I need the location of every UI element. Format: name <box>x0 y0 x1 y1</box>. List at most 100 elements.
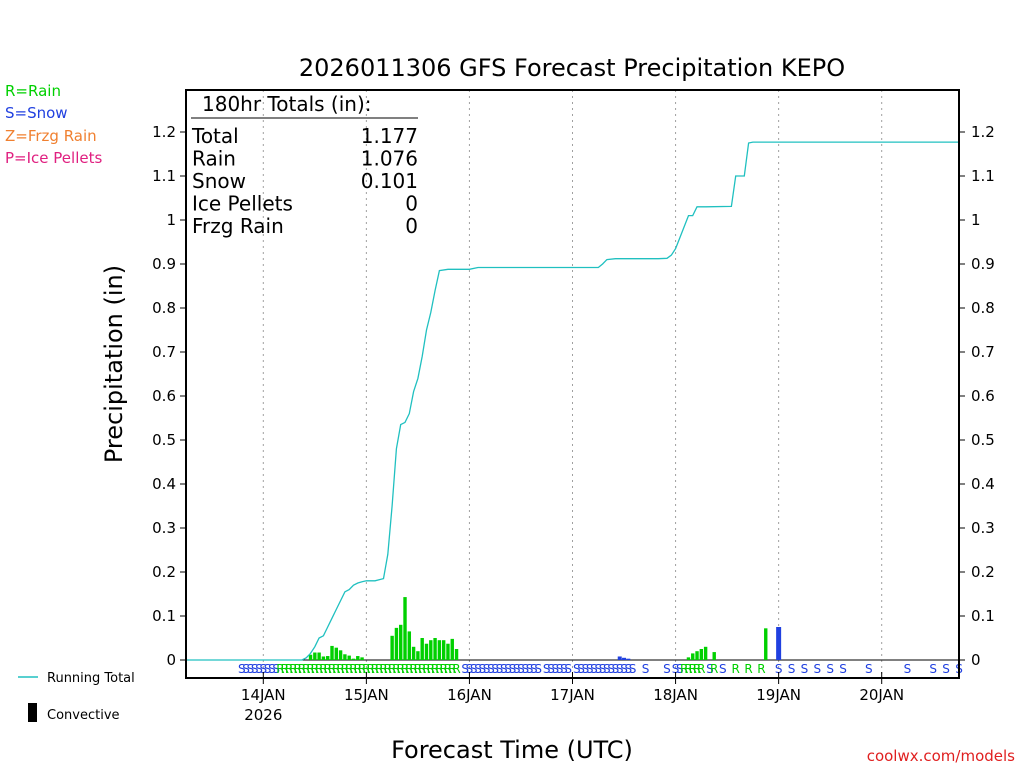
precip-type-letter: S <box>517 662 525 676</box>
y-tick-label-right: 0.4 <box>971 475 995 493</box>
precip-type-letter: S <box>672 662 680 676</box>
precip-type-letter: R <box>276 662 284 676</box>
y-tick-label-left: 0.5 <box>152 431 176 449</box>
precip-type-letter: R <box>324 662 332 676</box>
y-tick-label-right: 0.5 <box>971 431 995 449</box>
totals-box: 180hr Totals (in): Total 1.177 Rain 1.076 Sn… <box>191 92 418 238</box>
rain-bar <box>394 627 399 660</box>
precip-type-letter: S <box>564 662 572 676</box>
precip-type-letter: S <box>247 662 255 676</box>
y-tick-label-right: 0.3 <box>971 519 995 537</box>
precip-type-letter: R <box>418 662 426 676</box>
precip-type-letter: S <box>526 662 534 676</box>
totals-row-value: 0 <box>405 192 418 216</box>
rain-bar <box>313 652 317 660</box>
precip-type-letter: S <box>594 662 602 676</box>
x-tick-label: 19JAN <box>756 686 801 704</box>
snow-bar <box>776 627 782 660</box>
precip-type-letter: S <box>612 662 620 676</box>
precip-type-letter: S <box>642 662 650 676</box>
credit-link[interactable]: coolwx.com/models <box>867 747 1015 765</box>
precip-type-letter: S <box>942 662 950 676</box>
precip-type-letter: R <box>405 662 413 676</box>
rain-bar <box>399 624 403 660</box>
y-tick-label-right: 0.2 <box>971 563 995 581</box>
precip-type-letter: S <box>264 662 272 676</box>
rain-bar <box>454 649 459 660</box>
snow-bar <box>617 656 622 660</box>
precip-type-letter: R <box>401 662 409 676</box>
precip-type-letter: S <box>483 662 491 676</box>
precip-type-letter: R <box>680 662 688 676</box>
rain-bar <box>446 643 450 660</box>
precip-type-letter: R <box>375 662 383 676</box>
precip-type-letter: R <box>388 662 396 676</box>
totals-row-label: Total <box>191 124 239 148</box>
precip-bars <box>308 597 782 660</box>
x-axis-label: Forecast Time (UTC) <box>391 736 633 764</box>
y-tick-label-left: 1.1 <box>152 167 176 185</box>
x-tick-label: 16JAN <box>447 686 492 704</box>
y-tick-label-right: 0.1 <box>971 607 995 625</box>
totals-row-value: 0 <box>405 214 418 238</box>
precip-type-letter: R <box>358 662 366 676</box>
rain-bar <box>764 628 768 660</box>
precip-type-letter: S <box>509 662 517 676</box>
precip-type-letter: R <box>281 662 289 676</box>
precip-type-letter: S <box>590 662 598 676</box>
precip-type-letter: R <box>744 662 752 676</box>
precip-type-letter: R <box>422 662 430 676</box>
precip-type-letter: R <box>371 662 379 676</box>
precip-type-letter: R <box>710 662 718 676</box>
rain-bar <box>703 646 708 660</box>
precip-type-letter: S <box>255 662 263 676</box>
precip-type-letter: R <box>366 662 374 676</box>
rain-bar <box>403 597 407 660</box>
rain-bar <box>343 654 347 660</box>
y-axis-ticks: 0 00.1 0.10.2 0.20.3 0.30.4 0.40.5 0.50.6 0.60.… <box>152 123 995 669</box>
y-axis-label: Precipitation (in) <box>100 265 128 463</box>
y-tick-label-left: 0.8 <box>152 299 176 317</box>
precip-type-letter: S <box>629 662 637 676</box>
rain-bar <box>441 640 446 660</box>
precip-type-letter: S <box>788 662 796 676</box>
precip-type-letter: R <box>431 662 439 676</box>
x-tick-label: 17JAN <box>550 686 595 704</box>
rain-bar <box>424 643 429 660</box>
rain-bar <box>326 656 330 660</box>
precip-type-letter: S <box>547 662 555 676</box>
y-tick-label-left: 0.1 <box>152 607 176 625</box>
precip-type-letter: R <box>354 662 362 676</box>
rain-bar <box>712 652 716 660</box>
precip-type-letter: S <box>470 662 478 676</box>
rain-bar <box>330 645 334 660</box>
x-axis-ticks: 14JAN 2026 15JAN 16JAN 17JAN 18JAN 19JAN 20JAN <box>241 672 904 724</box>
precip-type-letter: S <box>582 662 590 676</box>
precip-type-letter: S <box>616 662 624 676</box>
precip-type-letter: S <box>491 662 499 676</box>
y-tick-label-right: 1.1 <box>971 167 995 185</box>
precip-type-letter: S <box>839 662 847 676</box>
precip-type-letter: R <box>341 662 349 676</box>
y-tick-label-left: 1.2 <box>152 123 176 141</box>
precip-type-letter: R <box>448 662 456 676</box>
rain-bar <box>317 652 321 660</box>
totals-row-label: Rain <box>192 147 236 171</box>
rain-bar <box>420 638 424 660</box>
rain-bar <box>686 657 691 660</box>
y-tick-label-right: 0.8 <box>971 299 995 317</box>
precip-type-letter: R <box>311 662 319 676</box>
precip-type-letter: S <box>259 662 267 676</box>
precip-type-letter: S <box>801 662 809 676</box>
precip-type-letter: S <box>865 662 873 676</box>
y-tick-label-left: 0.6 <box>152 387 176 405</box>
rain-bar <box>695 651 699 660</box>
rain-bar <box>390 635 394 660</box>
legend-ice-pellets: P=Ice Pellets <box>5 149 102 167</box>
legend-frzg-rain: Z=Frzg Rain <box>5 127 97 145</box>
precip-type-letter: R <box>328 662 336 676</box>
rain-bar <box>437 640 442 660</box>
rain-bar <box>411 646 416 660</box>
y-tick-label-right: 0.7 <box>971 343 995 361</box>
precip-type-letter: R <box>289 662 297 676</box>
